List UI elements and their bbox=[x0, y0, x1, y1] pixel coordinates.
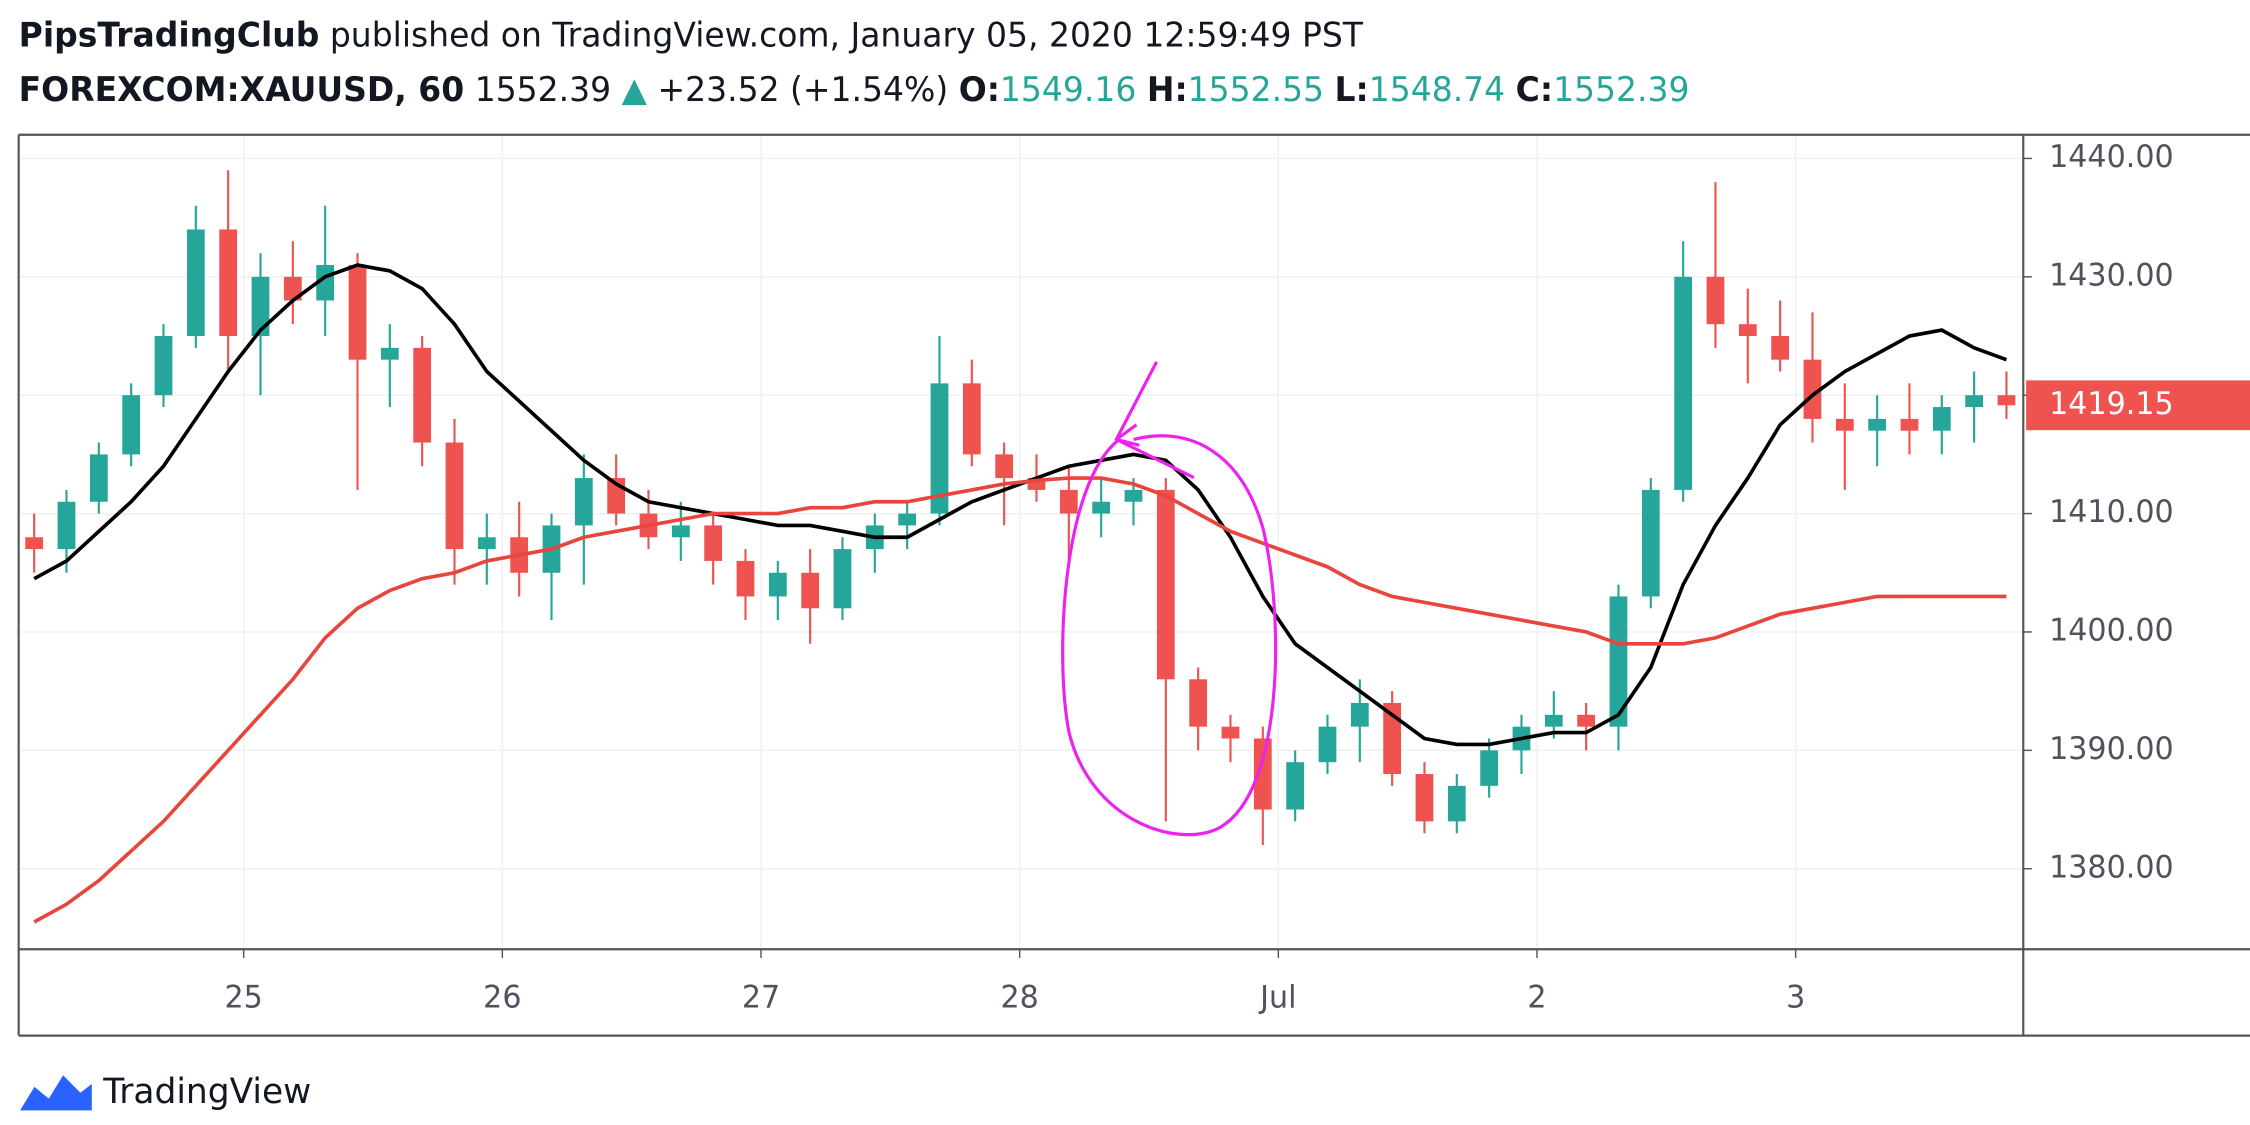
candle-body bbox=[1383, 702, 1402, 775]
annotation bbox=[1061, 361, 1278, 837]
y-tick-label: 1410.00 bbox=[2049, 495, 2174, 530]
candle-body bbox=[671, 525, 690, 538]
candle-body bbox=[25, 537, 44, 550]
plot bbox=[25, 170, 2016, 924]
author: PipsTradingClub bbox=[19, 15, 320, 54]
candle-body bbox=[1156, 489, 1175, 680]
candle-body bbox=[1965, 395, 1984, 408]
candle-body bbox=[1415, 774, 1434, 822]
candle-body bbox=[1738, 324, 1757, 337]
candle-body bbox=[736, 560, 755, 597]
candle-body bbox=[1480, 750, 1499, 786]
candle-body bbox=[1124, 489, 1143, 502]
header-line-2: FOREXCOM:XAUUSD, 60 1552.39 ▲ +23.52 (+1… bbox=[19, 69, 1690, 108]
published: published on TradingView.com, January 05… bbox=[330, 15, 1364, 54]
brand: TradingView bbox=[102, 1072, 311, 1112]
candle-body bbox=[768, 572, 787, 597]
candle-body bbox=[704, 525, 723, 561]
x-tick-label: 28 bbox=[1001, 980, 1039, 1015]
candle-body bbox=[898, 513, 917, 526]
candle-body bbox=[1027, 478, 1046, 490]
candle-body bbox=[1932, 407, 1951, 431]
candle-body bbox=[1674, 276, 1693, 490]
candle-body bbox=[1059, 489, 1078, 514]
candle-body bbox=[1771, 336, 1790, 360]
candle-body bbox=[1997, 395, 2016, 406]
candle-body bbox=[445, 442, 464, 550]
header-line-1: PipsTradingClub published on TradingView… bbox=[19, 15, 1364, 54]
y-tick-label: 1380.00 bbox=[2049, 850, 2174, 885]
symbol: FOREXCOM:XAUUSD, 60 bbox=[19, 69, 465, 108]
candle-body bbox=[801, 572, 820, 609]
last-price-label: 1419.15 bbox=[2049, 387, 2174, 422]
candle-body bbox=[413, 347, 432, 443]
x-tick-label: Jul bbox=[1258, 980, 1296, 1015]
candle-body bbox=[1544, 714, 1563, 727]
last-price: 1552.39 bbox=[475, 69, 611, 108]
y-tick-label: 1430.00 bbox=[2049, 258, 2174, 293]
y-tick-label: 1390.00 bbox=[2049, 732, 2174, 767]
hand-drawn-arrow bbox=[1114, 361, 1195, 479]
candle-body bbox=[574, 478, 593, 526]
x-tick-label: 2 bbox=[1527, 980, 1546, 1015]
x-tick-label: 26 bbox=[483, 980, 521, 1015]
candle-body bbox=[1253, 738, 1272, 810]
x-tick-label: 25 bbox=[225, 980, 263, 1015]
logo-icon bbox=[20, 1075, 92, 1111]
candle-body bbox=[1092, 501, 1111, 514]
x-tick-label: 3 bbox=[1786, 980, 1805, 1015]
candle-body bbox=[57, 501, 76, 550]
candle-body bbox=[1835, 418, 1854, 431]
candle-body bbox=[1577, 714, 1596, 727]
candle-body bbox=[283, 276, 302, 301]
candle-body bbox=[154, 336, 173, 396]
hand-drawn-circle bbox=[1061, 434, 1278, 837]
candle-body bbox=[833, 549, 852, 609]
low: 1548.74 bbox=[1369, 69, 1505, 108]
grid bbox=[18, 134, 2024, 950]
candle-body bbox=[1609, 596, 1628, 727]
last-price-box bbox=[2026, 380, 2250, 431]
x-tick-label: 27 bbox=[742, 980, 780, 1015]
candle-body bbox=[1641, 489, 1660, 597]
candle-body bbox=[89, 454, 108, 502]
candle-body bbox=[219, 229, 238, 337]
candle-body bbox=[122, 395, 141, 455]
moving-average bbox=[33, 476, 2007, 924]
open-label: O: bbox=[959, 69, 1000, 108]
open: 1549.16 bbox=[1000, 69, 1136, 108]
arrow: ▲ bbox=[622, 69, 648, 108]
candle-body bbox=[930, 383, 949, 514]
candle-body bbox=[1350, 702, 1369, 727]
candle-body bbox=[1189, 679, 1208, 727]
logo: TradingView bbox=[20, 1072, 311, 1112]
candle-body bbox=[962, 383, 981, 455]
candle-body bbox=[251, 276, 270, 337]
y-tick-label: 1440.00 bbox=[2049, 140, 2174, 175]
candle-body bbox=[1286, 762, 1305, 810]
change: +23.52 (+1.54%) bbox=[657, 69, 948, 108]
candle-body bbox=[477, 537, 496, 550]
high-label: H: bbox=[1147, 69, 1188, 108]
candle-body bbox=[1706, 276, 1725, 325]
candle-body bbox=[1221, 726, 1240, 739]
candle-body bbox=[380, 347, 399, 360]
candle-body bbox=[1803, 359, 1822, 419]
candle-body bbox=[186, 229, 205, 337]
candle-body bbox=[1868, 418, 1887, 431]
low-label: L: bbox=[1335, 69, 1369, 108]
y-tick-label: 1400.00 bbox=[2049, 613, 2174, 648]
close: 1552.39 bbox=[1553, 69, 1689, 108]
candle-body bbox=[1447, 785, 1466, 822]
candle-body bbox=[348, 264, 367, 360]
close-label: C: bbox=[1516, 69, 1553, 108]
high: 1552.55 bbox=[1188, 69, 1324, 108]
candle-body bbox=[1318, 726, 1337, 763]
candle-body bbox=[1900, 418, 1919, 431]
candle-body bbox=[995, 454, 1014, 479]
axes: 1380.001390.001400.001410.001420.001430.… bbox=[17, 133, 2250, 1037]
